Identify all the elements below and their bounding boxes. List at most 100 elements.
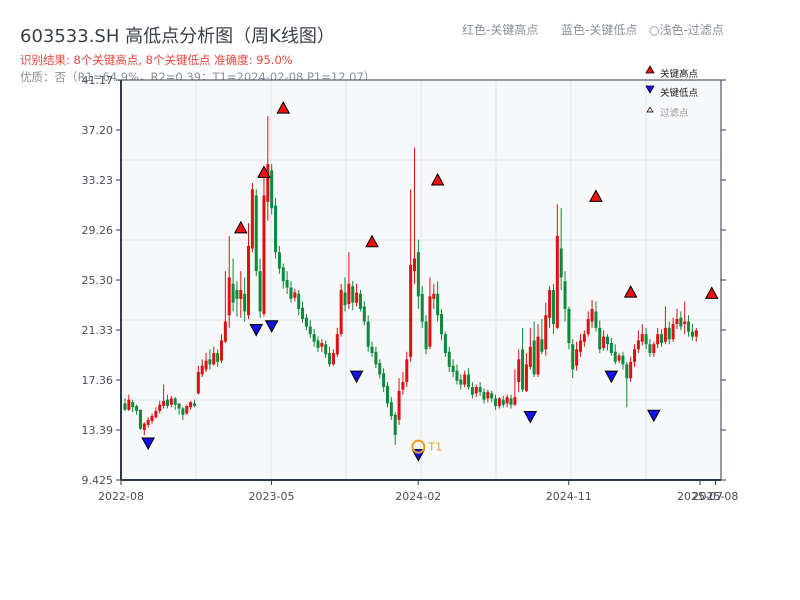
candle-body (617, 355, 621, 361)
y-tick-label: 21.33 (82, 324, 114, 337)
candle-body (243, 293, 247, 312)
candle-body (135, 405, 139, 412)
candle-body (281, 267, 285, 282)
page-title: 603533.SH 高低点分析图（周K线图） (20, 26, 335, 47)
candle-body (212, 353, 216, 365)
candle-body (443, 334, 447, 354)
candle-body (478, 387, 482, 393)
candle-body (227, 277, 231, 316)
candle-body (335, 334, 339, 355)
candle-body (220, 340, 223, 361)
candle-body (482, 392, 486, 400)
key-high-marker-icon (589, 189, 603, 202)
candle-body (521, 349, 525, 390)
recognition-result: 识别结果: 8个关键高点, 8个关键低点 准确度: 95.0% (20, 53, 293, 67)
candle-body (490, 393, 494, 399)
x-tick-label: 2022-08 (98, 490, 144, 503)
candle-body (382, 373, 386, 388)
legend-note-red: 红色-关键高点 (462, 23, 539, 37)
candle-body (513, 397, 517, 405)
candle-body (304, 317, 308, 327)
candle-body (231, 283, 235, 303)
candle-body (192, 403, 196, 406)
candle-body (648, 344, 652, 354)
candle-body (455, 370, 459, 381)
candle-body (667, 327, 671, 340)
y-tick-label: 33.23 (82, 174, 114, 187)
candle-body (656, 334, 660, 345)
candle-body (679, 317, 683, 327)
candle-body (150, 416, 154, 422)
grid-lines (121, 80, 721, 480)
candle-body (416, 252, 420, 297)
candle-body (509, 398, 513, 405)
t1-ring-icon (411, 439, 426, 454)
candle-body (571, 344, 575, 370)
candle-body (594, 311, 598, 328)
candle-body (351, 286, 355, 303)
candle-body (142, 423, 146, 430)
candle-body (459, 379, 463, 385)
legend-label-key-low: 关键低点 (660, 88, 699, 99)
t1-label: T1 (427, 441, 442, 454)
key-high-marker-icon (365, 234, 379, 248)
key-high-marker-icon (257, 165, 271, 178)
y-tick-label: 29.26 (82, 224, 114, 237)
y-tick-label: 9.425 (82, 474, 114, 487)
candle-body (262, 195, 266, 314)
candle-body (582, 334, 586, 342)
key-low-marker-icon (141, 437, 156, 450)
candle-body (625, 364, 629, 379)
candle-body (420, 293, 424, 322)
candle-body (621, 355, 625, 365)
y-tick-label: 25.30 (82, 274, 114, 287)
y-tick-label: 13.39 (82, 424, 114, 437)
candle-body (378, 363, 382, 375)
candle-body (505, 397, 509, 404)
key-high-marker-icon (233, 220, 248, 234)
candle-body (154, 411, 158, 418)
key-low-marker-icon (523, 410, 538, 424)
candle-body (200, 365, 204, 375)
candle-body (440, 313, 444, 335)
y-tick-label: 37.20 (82, 124, 114, 137)
candle-body (235, 290, 239, 299)
key-low-marker-icon (604, 370, 619, 384)
candle-body (285, 279, 289, 288)
legend-note-blue: 蓝色-关键低点 (561, 23, 638, 37)
candle-body (598, 327, 602, 350)
candle-body (138, 409, 142, 429)
candle-body (177, 403, 181, 409)
candle-body (362, 306, 366, 322)
candle-body (636, 340, 640, 350)
candle-body (247, 245, 251, 316)
candle-body (629, 361, 633, 379)
candle-body (127, 399, 131, 410)
key-low-marker-icon (264, 320, 279, 333)
candle-body (158, 404, 162, 412)
candle-body (517, 359, 521, 383)
candle-body (277, 252, 281, 269)
candle-body (297, 293, 301, 309)
candle-body (324, 344, 328, 355)
candle-body (559, 248, 563, 278)
candle-body (663, 327, 667, 342)
key-high-marker-icon (704, 286, 719, 299)
candle-body (694, 330, 698, 337)
candle-body (606, 336, 609, 345)
candle-body (173, 398, 177, 405)
candle-body (254, 195, 258, 272)
candle-body (289, 287, 293, 299)
candle-body (123, 403, 127, 410)
candle-body (385, 385, 389, 404)
candle-body (162, 400, 166, 406)
candle-body (389, 402, 393, 417)
candle-body (397, 390, 401, 420)
key-high-marker-icon (623, 285, 638, 298)
candle-body (301, 307, 305, 320)
candle-body (239, 290, 243, 299)
candle-body (401, 382, 405, 390)
candle-body (671, 324, 675, 340)
candle-body (270, 170, 274, 209)
